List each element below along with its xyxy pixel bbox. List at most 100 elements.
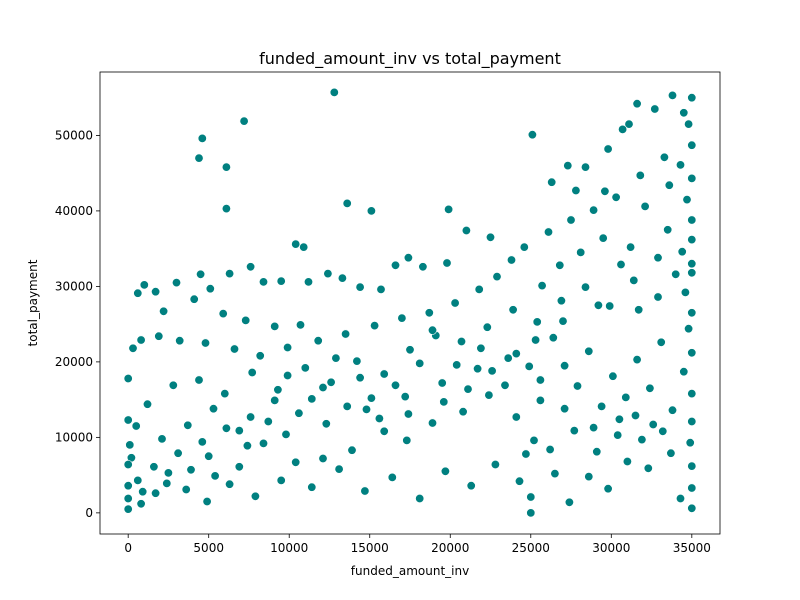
data-point <box>682 195 692 205</box>
data-point <box>194 153 204 163</box>
data-point <box>687 416 697 426</box>
data-point <box>246 262 256 272</box>
data-point <box>564 497 574 507</box>
data-point <box>532 317 542 327</box>
y-tick-label: 50000 <box>55 128 93 142</box>
data-point <box>291 239 301 249</box>
data-point <box>643 463 653 473</box>
data-point <box>197 133 207 143</box>
data-point <box>684 324 694 334</box>
data-point <box>138 487 148 497</box>
data-point <box>521 449 531 459</box>
data-point <box>403 409 413 419</box>
data-point <box>667 90 677 100</box>
data-point <box>603 484 613 494</box>
data-point <box>131 421 141 431</box>
data-point <box>342 401 352 411</box>
data-point <box>123 415 133 425</box>
data-point <box>484 390 494 400</box>
data-point <box>466 481 476 491</box>
data-point <box>197 437 207 447</box>
data-point <box>239 116 249 126</box>
data-point <box>440 466 450 476</box>
x-tick-label: 30000 <box>592 541 630 555</box>
data-point <box>250 491 260 501</box>
data-point <box>687 483 697 493</box>
data-point <box>677 247 687 257</box>
data-point <box>624 119 634 129</box>
data-point <box>151 488 161 498</box>
data-point <box>563 161 573 171</box>
y-tick-label: 40000 <box>55 204 93 218</box>
data-point <box>603 144 613 154</box>
data-point <box>307 394 317 404</box>
data-point <box>663 225 673 235</box>
data-point <box>675 160 685 170</box>
data-point <box>123 373 133 383</box>
data-point <box>503 353 513 363</box>
y-tick-label: 10000 <box>55 430 93 444</box>
data-point <box>415 493 425 503</box>
data-point <box>626 242 636 252</box>
data-point <box>418 262 428 272</box>
data-point <box>123 481 133 491</box>
data-point <box>387 472 397 482</box>
data-point <box>589 205 599 215</box>
data-point <box>463 384 473 394</box>
data-point <box>209 404 219 414</box>
data-point <box>671 269 681 279</box>
data-point <box>500 380 510 390</box>
data-point <box>506 255 516 265</box>
data-point <box>379 369 389 379</box>
data-point <box>492 272 502 282</box>
data-point <box>352 356 362 366</box>
data-point <box>687 215 697 225</box>
data-point <box>341 329 351 339</box>
data-point <box>159 306 169 316</box>
data-point <box>202 496 212 506</box>
data-point <box>374 413 384 423</box>
data-point <box>659 152 669 162</box>
data-point <box>640 201 650 211</box>
x-tick-label: 10000 <box>270 541 308 555</box>
chart-title: funded_amount_inv vs total_payment <box>259 49 561 69</box>
data-point <box>258 438 268 448</box>
y-tick-label: 0 <box>85 506 93 520</box>
data-point <box>163 468 173 478</box>
x-tick-label: 5000 <box>193 541 224 555</box>
data-point <box>366 393 376 403</box>
data-point <box>128 343 138 353</box>
data-point <box>402 435 412 445</box>
data-point <box>519 242 529 252</box>
data-point <box>442 258 452 268</box>
data-point <box>225 479 235 489</box>
data-point <box>318 382 328 392</box>
data-point <box>189 294 199 304</box>
data-point <box>123 504 133 514</box>
data-point <box>684 119 694 129</box>
data-point <box>331 353 341 363</box>
data-point <box>687 461 697 471</box>
y-tick-label: 20000 <box>55 355 93 369</box>
data-point <box>474 284 484 294</box>
data-point <box>589 423 599 433</box>
data-point <box>687 268 697 278</box>
data-point <box>133 288 143 298</box>
data-point <box>571 186 581 196</box>
data-point <box>629 275 639 285</box>
data-point <box>294 408 304 418</box>
x-tick-label: 25000 <box>512 541 550 555</box>
data-point <box>181 484 191 494</box>
data-point <box>263 416 273 426</box>
data-point <box>630 410 640 420</box>
data-point <box>508 305 518 315</box>
data-point <box>234 426 244 436</box>
data-point <box>276 475 286 485</box>
data-point <box>303 277 313 287</box>
data-point <box>687 503 697 513</box>
data-point <box>680 287 690 297</box>
data-point <box>379 426 389 436</box>
data-point <box>241 315 251 325</box>
data-point <box>687 235 697 245</box>
data-point <box>664 180 674 190</box>
